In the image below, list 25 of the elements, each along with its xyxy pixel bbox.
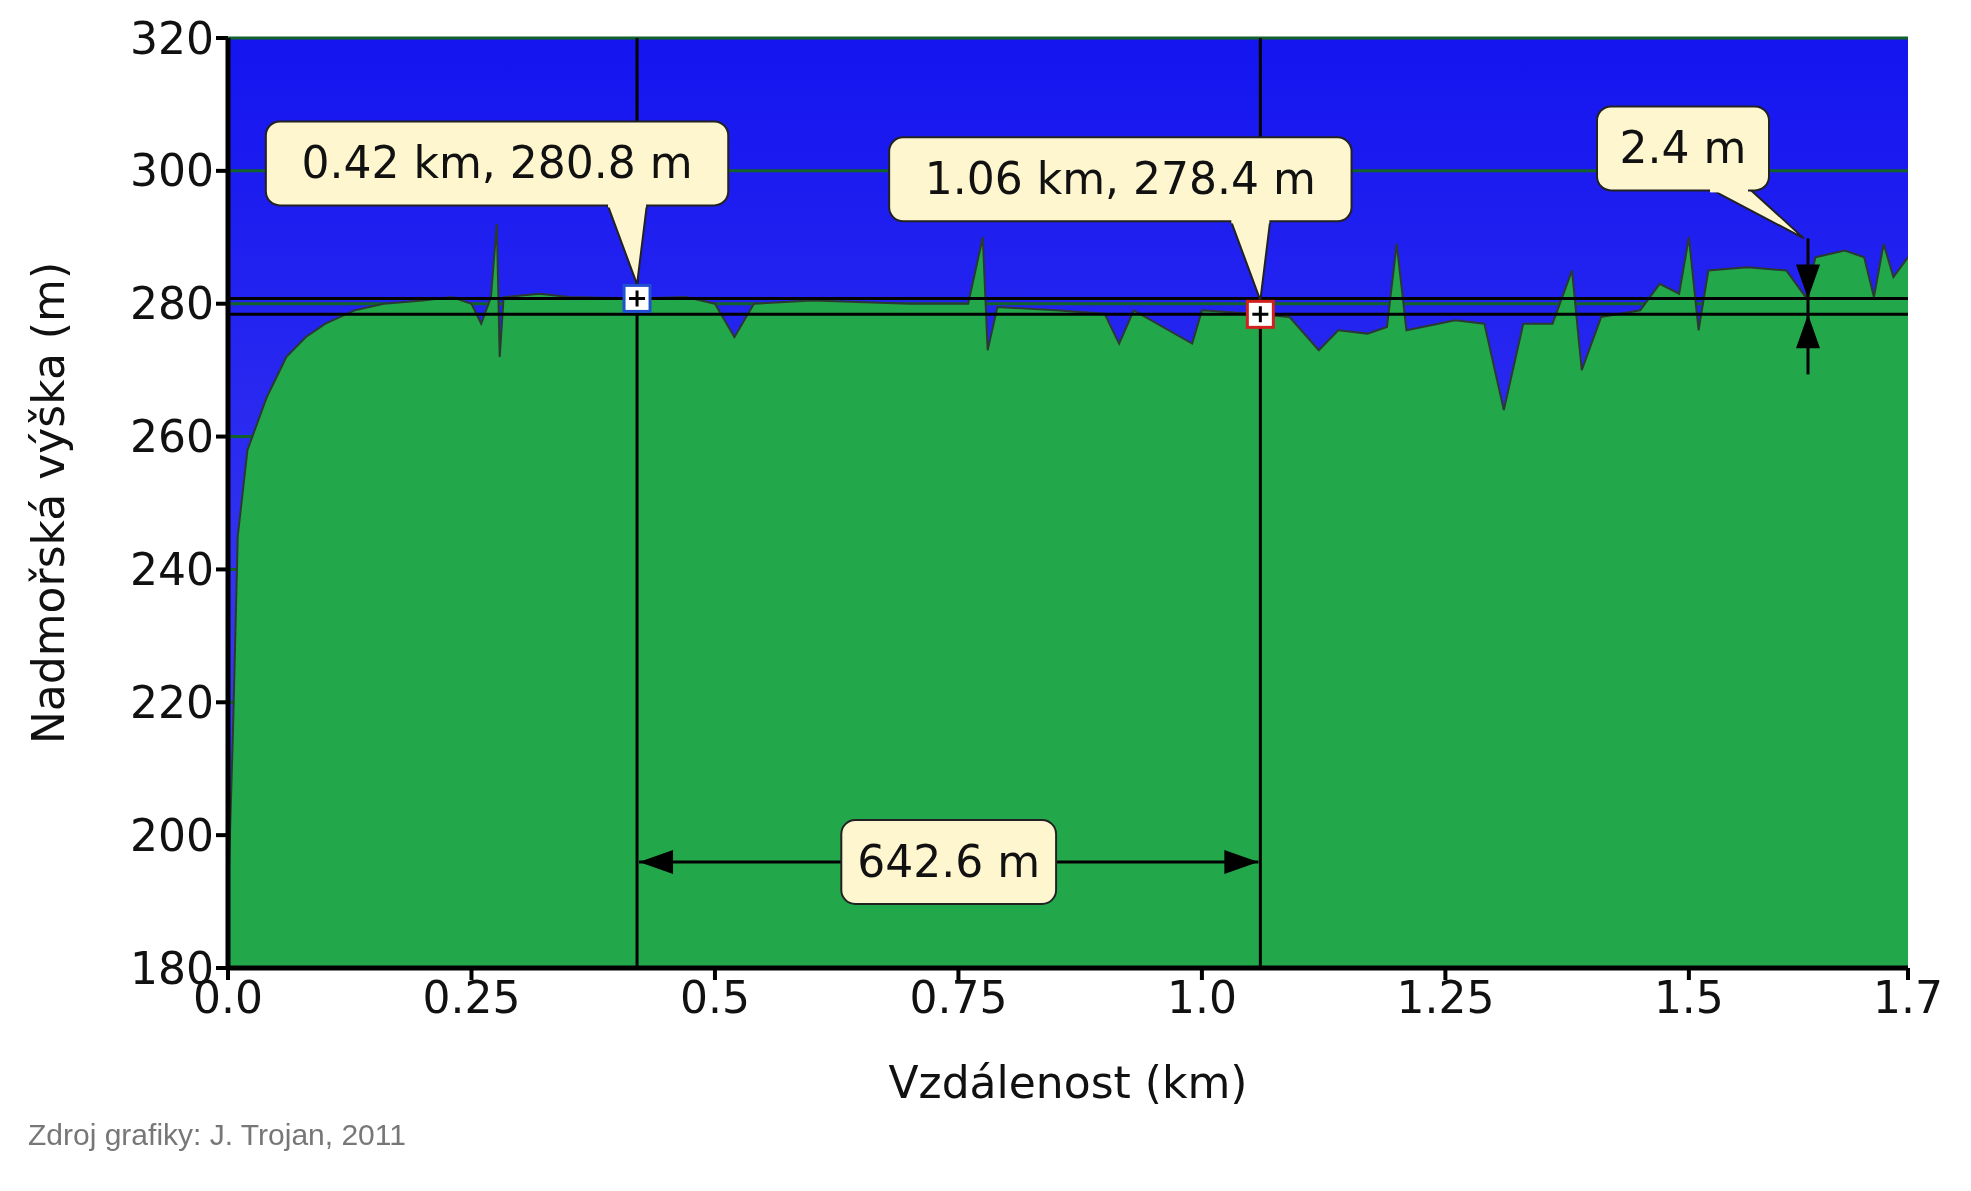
- x-tick-label: 1.5: [1653, 972, 1724, 1024]
- y-tick-label: 320: [130, 12, 214, 64]
- y-tick-label: 280: [130, 278, 214, 330]
- y-tick-label: 220: [130, 676, 214, 728]
- callout: 642.6 m: [840, 819, 1058, 905]
- annotation: 1.06 km, 278.4 m: [924, 153, 1316, 205]
- callout: 1.06 km, 278.4 m: [888, 136, 1353, 302]
- x-tick-label: 1.25: [1396, 972, 1495, 1024]
- annotation: 0.42 km, 280.8 m: [301, 137, 693, 189]
- y-axis-title: Nadmořská výška (m): [22, 261, 74, 745]
- y-tick-label: 200: [130, 809, 214, 861]
- callout: 2.4 m: [1596, 105, 1805, 240]
- y-tick-label: 240: [130, 544, 214, 596]
- x-axis-title: Vzdálenost (km): [888, 1057, 1248, 1108]
- x-tick-label: 0.25: [422, 972, 521, 1024]
- text: Zdroj grafiky: J. Trojan, 2011: [28, 1118, 407, 1152]
- annotation: 642.6 m: [857, 836, 1041, 887]
- y-tick-label: 300: [130, 145, 214, 197]
- annotation: 2.4 m: [1619, 122, 1747, 174]
- x-tick-label: 0.5: [679, 972, 750, 1024]
- callout: 0.42 km, 280.8 m: [264, 120, 730, 286]
- y-tick-label: 260: [130, 411, 214, 463]
- x-tick-label: 1.7: [1873, 972, 1943, 1024]
- x-tick-label: 0.75: [909, 972, 1008, 1024]
- x-tick-label: 1.0: [1166, 972, 1237, 1024]
